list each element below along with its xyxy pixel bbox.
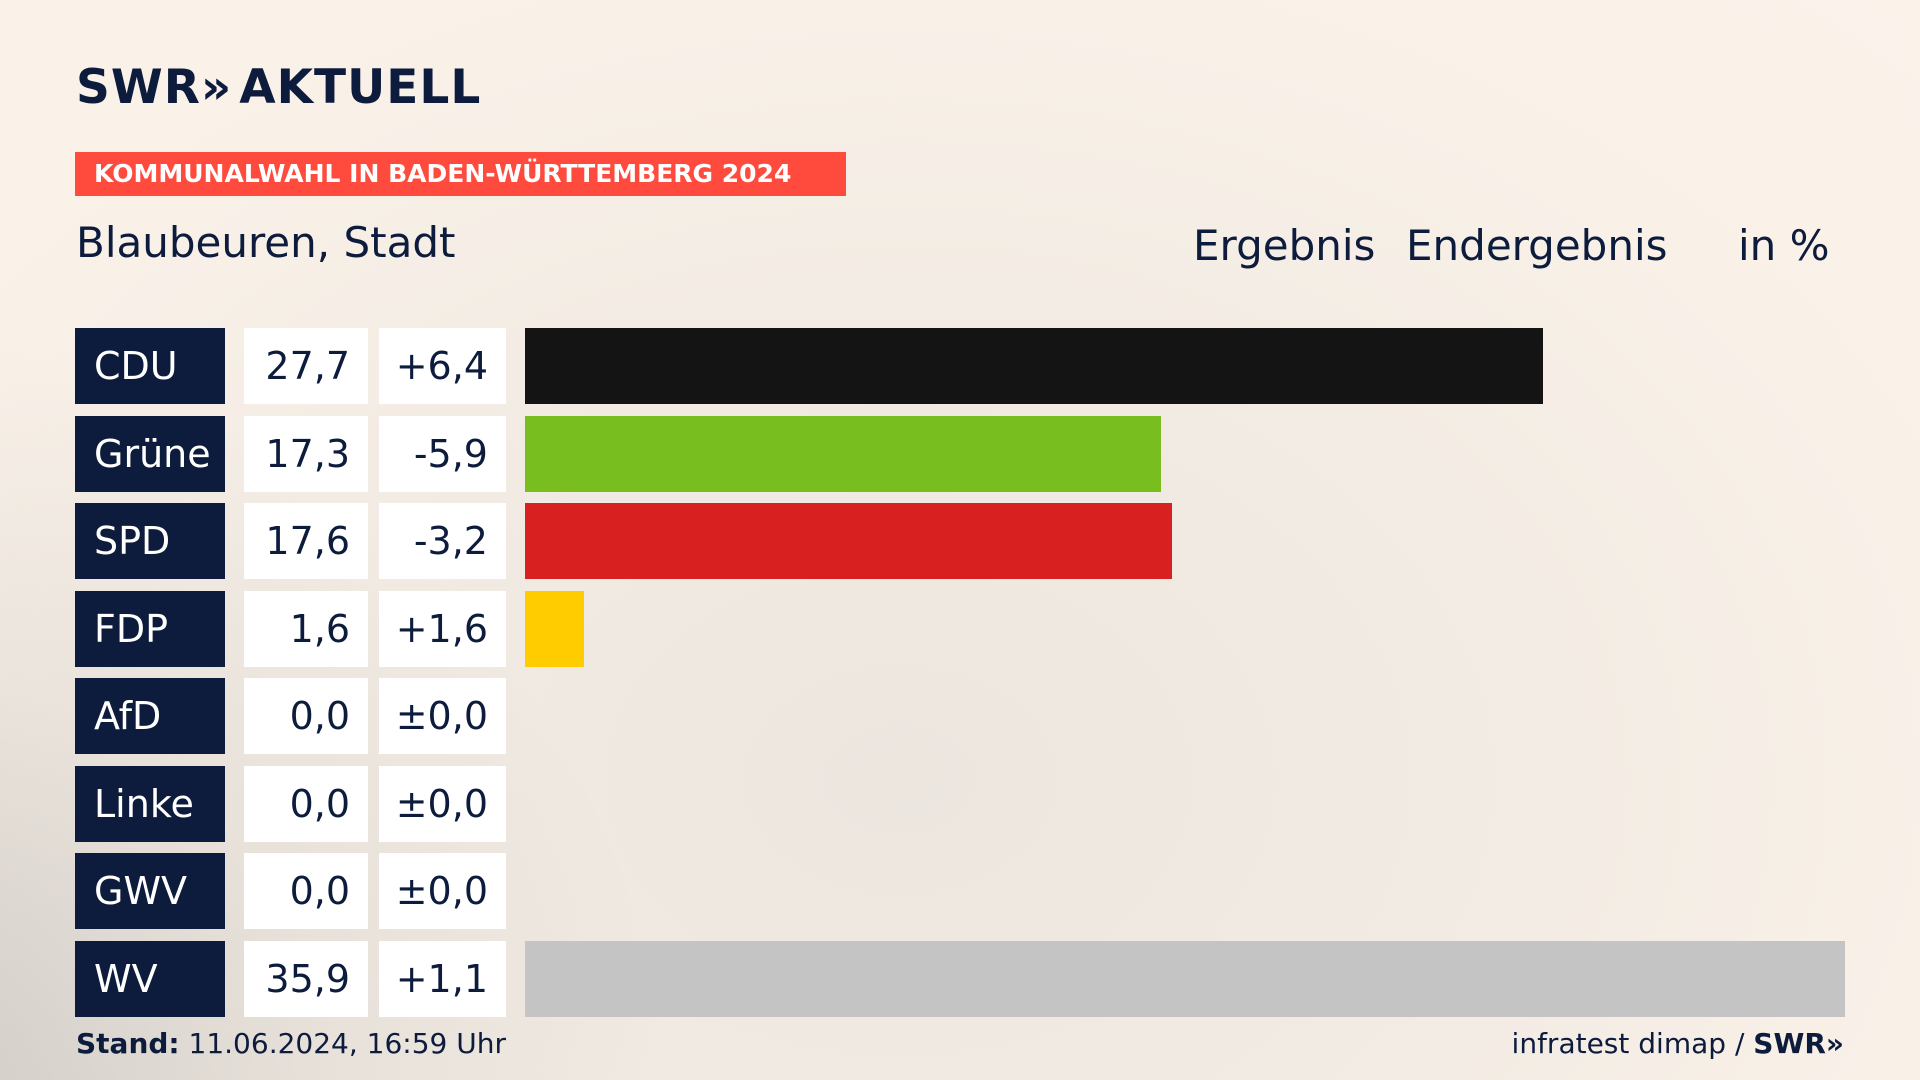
party-label: Linke <box>75 766 225 842</box>
logo-text: SWR <box>76 60 201 115</box>
party-label: SPD <box>75 503 225 579</box>
swr-aktuell-logo: SWR» AKTUELL <box>76 64 481 111</box>
final-result-label: Endergebnis <box>1406 221 1668 270</box>
timestamp-value: 11.06.2024, 16:59 Uhr <box>188 1027 506 1060</box>
election-banner: KOMMUNALWAHL IN BADEN-WÜRTTEMBERG 2024 <box>75 152 846 196</box>
diff-label: -5,9 <box>379 416 506 492</box>
value-label: 17,6 <box>244 503 368 579</box>
logo-chevrons-icon: » <box>200 60 231 115</box>
value-label: 0,0 <box>244 853 368 929</box>
bar-cdu <box>525 328 1543 404</box>
bar-grne <box>525 416 1161 492</box>
source-credit: infratest dimap / SWR» <box>1512 1030 1844 1058</box>
value-label: 0,0 <box>244 766 368 842</box>
party-label: WV <box>75 941 225 1017</box>
logo-suffix: AKTUELL <box>239 60 482 115</box>
diff-label: +6,4 <box>379 328 506 404</box>
place-title: Blaubeuren, Stadt <box>76 218 456 267</box>
value-label: 27,7 <box>244 328 368 404</box>
unit-label: in % <box>1738 221 1830 270</box>
value-label: 1,6 <box>244 591 368 667</box>
value-label: 35,9 <box>244 941 368 1017</box>
timestamp-label: Stand: <box>76 1027 180 1060</box>
party-label: CDU <box>75 328 225 404</box>
party-label: AfD <box>75 678 225 754</box>
diff-label: ±0,0 <box>379 678 506 754</box>
source-chevrons-icon: » <box>1825 1027 1844 1060</box>
result-label: Ergebnis <box>1193 221 1376 270</box>
value-label: 0,0 <box>244 678 368 754</box>
bar-wv <box>525 941 1845 1017</box>
diff-label: ±0,0 <box>379 853 506 929</box>
source-name: infratest dimap <box>1511 1027 1727 1060</box>
bar-spd <box>525 503 1172 579</box>
timestamp: Stand: 11.06.2024, 16:59 Uhr <box>76 1030 506 1058</box>
party-label: GWV <box>75 853 225 929</box>
diff-label: ±0,0 <box>379 766 506 842</box>
diff-label: -3,2 <box>379 503 506 579</box>
party-label: FDP <box>75 591 225 667</box>
source-separator: / <box>1734 1027 1745 1060</box>
diff-label: +1,1 <box>379 941 506 1017</box>
value-label: 17,3 <box>244 416 368 492</box>
bar-fdp <box>525 591 584 667</box>
diff-label: +1,6 <box>379 591 506 667</box>
source-brand: SWR <box>1753 1027 1826 1060</box>
party-label: Grüne <box>75 416 225 492</box>
